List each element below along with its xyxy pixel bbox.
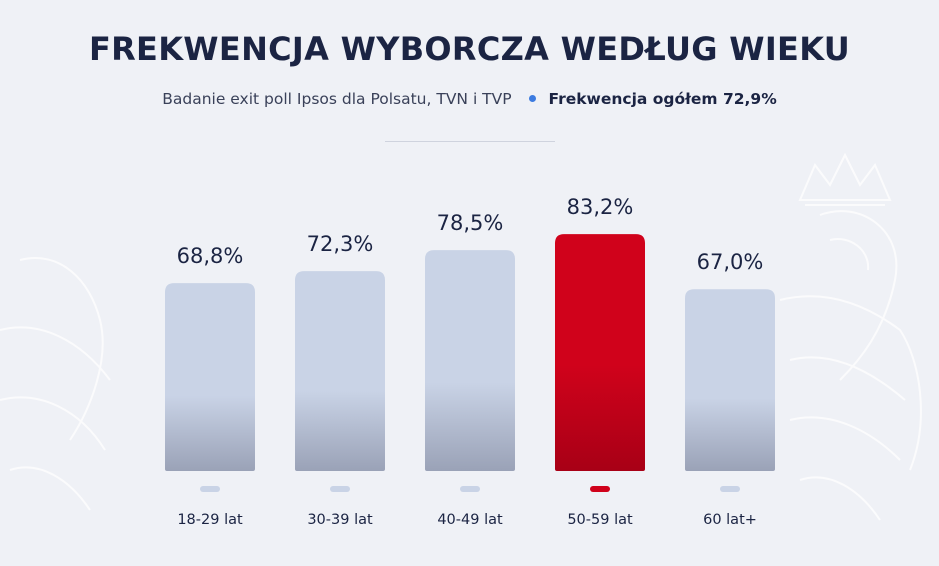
bar-2	[295, 271, 385, 471]
category-label: 30-39 lat	[307, 512, 373, 528]
bar-4	[555, 234, 645, 471]
value-label: 78,5%	[437, 211, 504, 235]
bar-3	[425, 250, 515, 471]
category-marker	[460, 486, 480, 492]
category-marker	[200, 486, 220, 492]
category-marker	[590, 486, 610, 492]
category-label: 60 lat+	[703, 512, 757, 528]
value-label: 72,3%	[307, 232, 374, 256]
bullet-dot-icon	[528, 94, 536, 102]
divider	[385, 141, 555, 142]
category-label: 40-49 lat	[437, 512, 503, 528]
value-label: 83,2%	[567, 195, 634, 219]
subtitle-row: Badanie exit poll Ipsos dla Polsatu, TVN…	[0, 90, 939, 108]
bar-5	[685, 289, 775, 471]
value-label: 68,8%	[177, 244, 244, 268]
category-label: 18-29 lat	[177, 512, 243, 528]
category-label: 50-59 lat	[567, 512, 633, 528]
chart-title: FREKWENCJA WYBORCZA WEDŁUG WIEKU	[88, 30, 851, 68]
value-label: 67,0%	[697, 250, 764, 274]
turnout-total: Frekwencja ogółem 72,9%	[548, 90, 777, 108]
category-marker	[330, 486, 350, 492]
bar-1	[165, 283, 255, 471]
category-marker	[720, 486, 740, 492]
subtitle: Badanie exit poll Ipsos dla Polsatu, TVN…	[162, 90, 512, 108]
